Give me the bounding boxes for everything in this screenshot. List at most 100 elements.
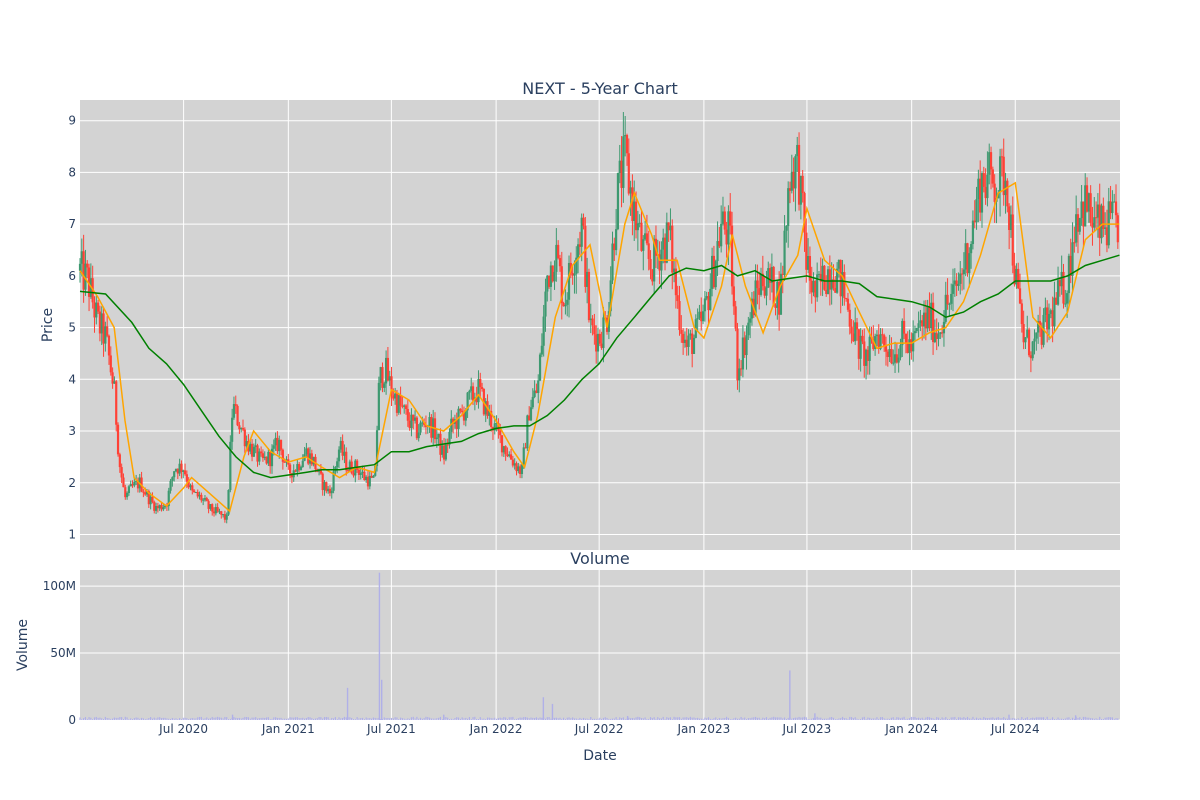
candle-body [595, 334, 598, 352]
candle-body [308, 453, 312, 464]
volume-bar [407, 718, 409, 720]
candle-body [797, 144, 801, 205]
candle-body [499, 430, 502, 436]
candle-body [86, 263, 89, 268]
candle-body [881, 334, 884, 336]
candle-body [419, 422, 422, 433]
candle-body [202, 499, 205, 501]
candle-body [801, 175, 804, 194]
volume-bar [566, 717, 568, 720]
volume-bar [941, 717, 943, 720]
candle-body [879, 334, 882, 349]
candle-body [1031, 341, 1034, 359]
candle-body [859, 335, 862, 359]
volume-bar [1023, 718, 1025, 720]
volume-bar [1046, 716, 1048, 720]
volume-bar [534, 718, 536, 720]
volume-bar [106, 718, 108, 720]
date-axis-title: Date [583, 748, 616, 764]
candle-body [676, 295, 679, 302]
volume-bar [523, 717, 525, 720]
volume-tick-label: 0 [68, 713, 76, 727]
volume-bar [146, 718, 148, 720]
volume-bar [421, 718, 423, 720]
candle-body [1000, 156, 1004, 158]
volume-bar [206, 717, 208, 720]
candle-body [1084, 185, 1087, 227]
candle-body [1105, 227, 1109, 246]
volume-bar [704, 717, 706, 720]
price-axis-title: Price [40, 308, 56, 342]
volume-bar [209, 718, 212, 720]
volume-bar [1082, 716, 1085, 720]
candle-body [352, 473, 355, 476]
candle-body [1062, 271, 1065, 304]
volume-bar [340, 718, 342, 720]
volume-bar [1062, 718, 1065, 720]
candle-body [895, 354, 898, 363]
candle-body [707, 296, 710, 311]
volume-bar [396, 717, 398, 720]
candle-body [779, 273, 783, 315]
volume-bar [383, 717, 385, 720]
candle-body [1064, 303, 1067, 305]
candle-body [892, 362, 895, 364]
candle-body [739, 368, 743, 370]
volume-bar [467, 718, 469, 720]
candle-body [924, 312, 927, 329]
candle-body [1051, 310, 1054, 327]
candle-body [955, 280, 958, 286]
volume-bar [640, 718, 643, 720]
candle-body [120, 467, 123, 478]
candle-body [459, 408, 462, 411]
volume-bar [838, 718, 840, 720]
candle-body [214, 507, 217, 514]
volume-bar [1057, 717, 1059, 720]
volume-bar [472, 717, 474, 720]
candle-body [721, 211, 725, 224]
candle-body [174, 469, 178, 472]
volume-bar [79, 717, 81, 720]
candle-body [848, 309, 851, 327]
candle-body [875, 334, 879, 337]
volume-bar [892, 717, 894, 720]
candle-body [1008, 206, 1011, 230]
volume-bar [972, 716, 974, 720]
volume-bar [122, 719, 125, 720]
candle-body [720, 223, 723, 247]
candle-body [278, 439, 281, 452]
date-tick-label: Jan 2023 [676, 722, 730, 736]
volume-bar [896, 717, 898, 720]
volume-bar [334, 717, 336, 720]
candle-body [732, 286, 735, 307]
candle-body [156, 505, 159, 509]
price-tick-label: 5 [68, 321, 76, 335]
volume-bar [282, 718, 284, 720]
candle-body [390, 376, 393, 396]
volume-bar [630, 718, 632, 720]
candle-body [951, 284, 955, 294]
candle-body [325, 482, 328, 492]
candle-body [189, 485, 192, 488]
candle-body [221, 514, 225, 516]
candle-body [718, 241, 721, 247]
candle-body [1078, 218, 1081, 232]
candle-body [258, 451, 261, 462]
volume-bar [164, 717, 166, 720]
candle-body [1089, 193, 1092, 223]
price-tick-label: 3 [68, 424, 76, 438]
volume-bar [914, 716, 916, 720]
price-tick-label: 1 [68, 527, 76, 541]
volume-bar [474, 716, 476, 720]
volume-bar [820, 717, 822, 720]
candle-body [1116, 215, 1119, 243]
volume-bar [606, 717, 608, 720]
volume-bar [907, 718, 909, 720]
candle-body [810, 280, 813, 293]
volume-bar [890, 717, 893, 720]
candle-body [356, 460, 359, 470]
volume-bar [510, 717, 512, 720]
volume-bar [729, 719, 731, 720]
candle-body [173, 471, 176, 478]
volume-bar [332, 718, 335, 720]
